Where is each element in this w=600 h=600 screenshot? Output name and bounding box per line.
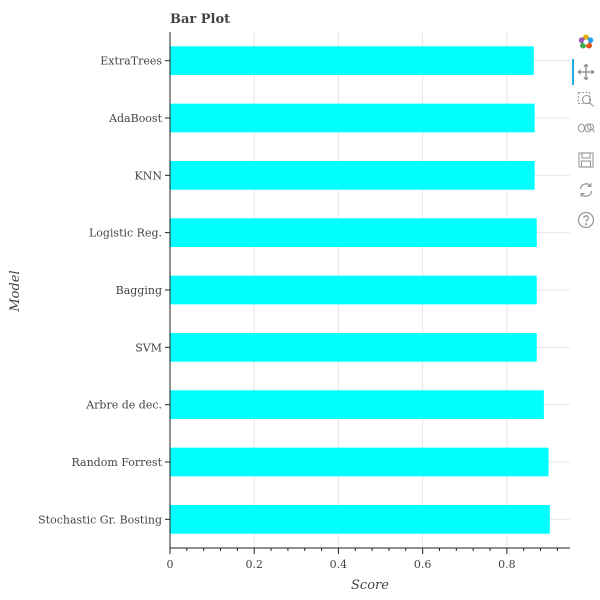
y-axis-title: Model	[8, 270, 23, 312]
x-tick-label: 0.8	[498, 558, 516, 571]
save-icon[interactable]	[574, 148, 598, 172]
bars	[170, 46, 550, 534]
bar	[170, 218, 537, 247]
chart-toolbar	[572, 28, 600, 268]
bar	[170, 333, 537, 362]
x-axis-title: Score	[351, 578, 389, 593]
bar	[170, 390, 544, 419]
x-tick-label: 0.6	[414, 558, 432, 571]
y-tick-label: Stochastic Gr. Bosting	[38, 513, 162, 526]
y-tick-label: ExtraTrees	[100, 55, 162, 68]
bar	[170, 447, 549, 477]
wheel-zoom-icon[interactable]	[574, 118, 598, 142]
bar	[170, 161, 535, 190]
y-tick-label: KNN	[135, 169, 163, 182]
x-tick-label: 0.2	[245, 558, 263, 571]
y-tick-label: Bagging	[116, 284, 162, 297]
x-tick-label: 0.4	[330, 558, 348, 571]
y-tick-label: AdaBoost	[108, 112, 163, 125]
bar	[170, 46, 534, 75]
reset-icon[interactable]	[574, 178, 598, 202]
y-tick-label: Logistic Reg.	[89, 227, 162, 240]
bar	[170, 505, 550, 534]
bokeh-logo-icon[interactable]	[574, 30, 598, 54]
bar	[170, 103, 535, 133]
help-icon[interactable]	[574, 208, 598, 232]
y-tick-label: SVM	[135, 341, 162, 354]
chart-title: Bar Plot	[170, 12, 230, 27]
active-tool-indicator	[572, 59, 574, 85]
axes: ExtraTrees AdaBoost KNN Logistic Reg. Baggin…	[38, 32, 570, 571]
pan-icon[interactable]	[574, 60, 598, 84]
box-zoom-icon[interactable]	[574, 88, 598, 112]
y-tick-label: Random Forrest	[71, 456, 162, 469]
x-tick-label: 0	[167, 558, 174, 571]
bar	[170, 275, 537, 305]
y-tick-label: Arbre de dec.	[85, 399, 162, 412]
